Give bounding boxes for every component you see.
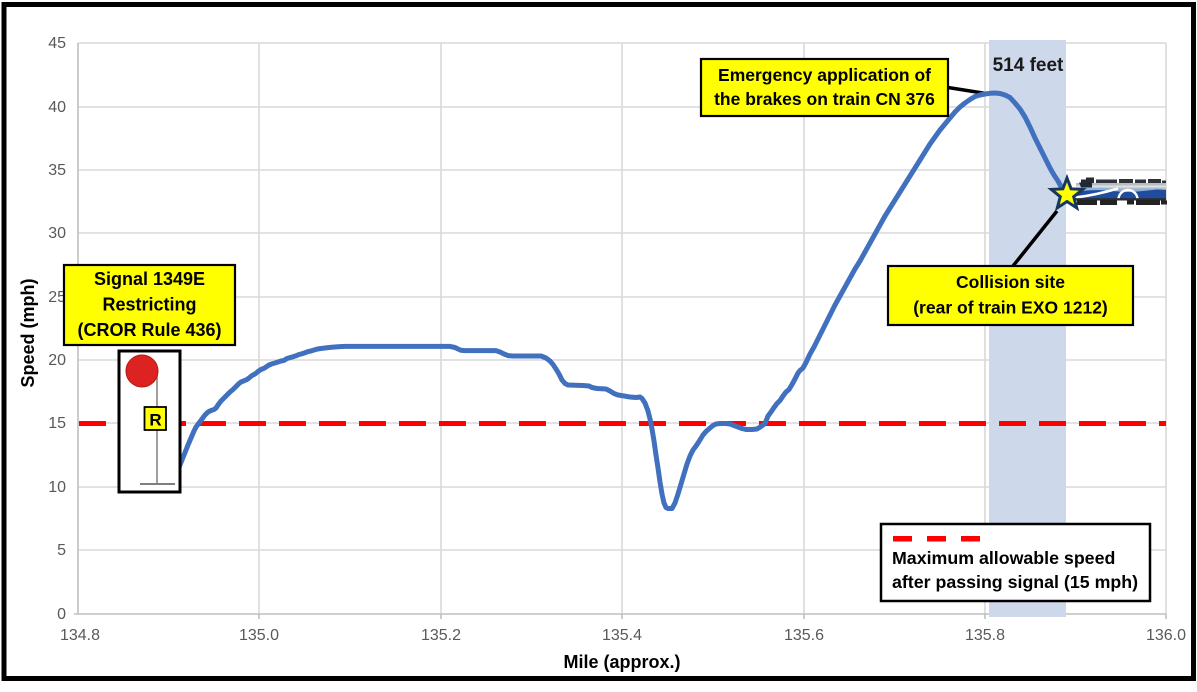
svg-text:15: 15 bbox=[48, 415, 66, 432]
svg-text:45: 45 bbox=[48, 35, 66, 52]
svg-text:(rear of train EXO 1212): (rear of train EXO 1212) bbox=[913, 298, 1108, 318]
svg-text:Restricting: Restricting bbox=[102, 295, 196, 315]
svg-text:134.8: 134.8 bbox=[60, 627, 100, 644]
svg-text:135.2: 135.2 bbox=[421, 627, 461, 644]
svg-text:514 feet: 514 feet bbox=[993, 55, 1064, 76]
svg-text:Speed (mph): Speed (mph) bbox=[18, 278, 38, 387]
svg-text:135.0: 135.0 bbox=[239, 627, 279, 644]
svg-text:25: 25 bbox=[48, 289, 66, 306]
svg-text:Emergency application of: Emergency application of bbox=[718, 65, 931, 85]
svg-text:135.6: 135.6 bbox=[784, 627, 824, 644]
svg-text:Signal 1349E: Signal 1349E bbox=[94, 269, 205, 289]
svg-text:Collision site: Collision site bbox=[956, 272, 1065, 292]
svg-text:10: 10 bbox=[48, 479, 66, 496]
svg-text:136.0: 136.0 bbox=[1146, 627, 1186, 644]
svg-text:5: 5 bbox=[57, 542, 66, 559]
svg-text:0: 0 bbox=[57, 606, 66, 623]
svg-text:20: 20 bbox=[48, 352, 66, 369]
svg-text:(CROR Rule 436): (CROR Rule 436) bbox=[77, 320, 221, 340]
svg-text:35: 35 bbox=[48, 162, 66, 179]
svg-text:R: R bbox=[149, 411, 161, 430]
svg-text:135.4: 135.4 bbox=[602, 627, 642, 644]
svg-text:30: 30 bbox=[48, 225, 66, 242]
svg-text:after passing signal (15 mph): after passing signal (15 mph) bbox=[892, 572, 1138, 592]
svg-text:135.8: 135.8 bbox=[965, 627, 1005, 644]
svg-text:the brakes on train CN 376: the brakes on train CN 376 bbox=[714, 89, 935, 109]
svg-text:40: 40 bbox=[48, 99, 66, 116]
svg-text:Mile (approx.): Mile (approx.) bbox=[563, 652, 680, 672]
svg-text:Maximum allowable speed: Maximum allowable speed bbox=[892, 548, 1115, 568]
